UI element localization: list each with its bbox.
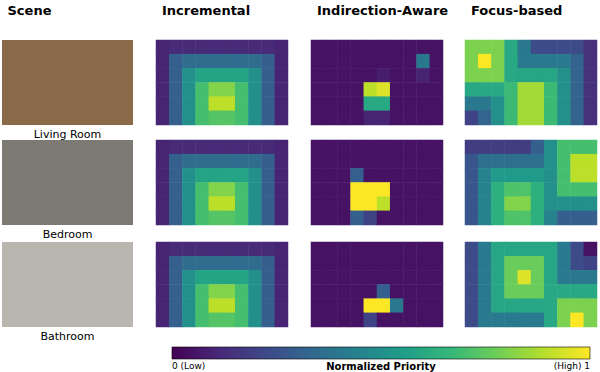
svg-text:Indirection-Aware: Indirection-Aware bbox=[317, 3, 448, 18]
svg-text:0 (Low): 0 (Low) bbox=[172, 361, 205, 371]
svg-text:Focus-based: Focus-based bbox=[471, 3, 562, 18]
svg-text:Living Room: Living Room bbox=[34, 128, 102, 141]
svg-text:(High) 1: (High) 1 bbox=[554, 361, 590, 371]
svg-text:Normalized Priority: Normalized Priority bbox=[326, 361, 436, 372]
svg-text:Incremental: Incremental bbox=[162, 3, 250, 18]
svg-text:Bathroom: Bathroom bbox=[40, 330, 94, 343]
svg-text:Scene: Scene bbox=[8, 3, 52, 18]
svg-text:Bedroom: Bedroom bbox=[43, 228, 93, 241]
